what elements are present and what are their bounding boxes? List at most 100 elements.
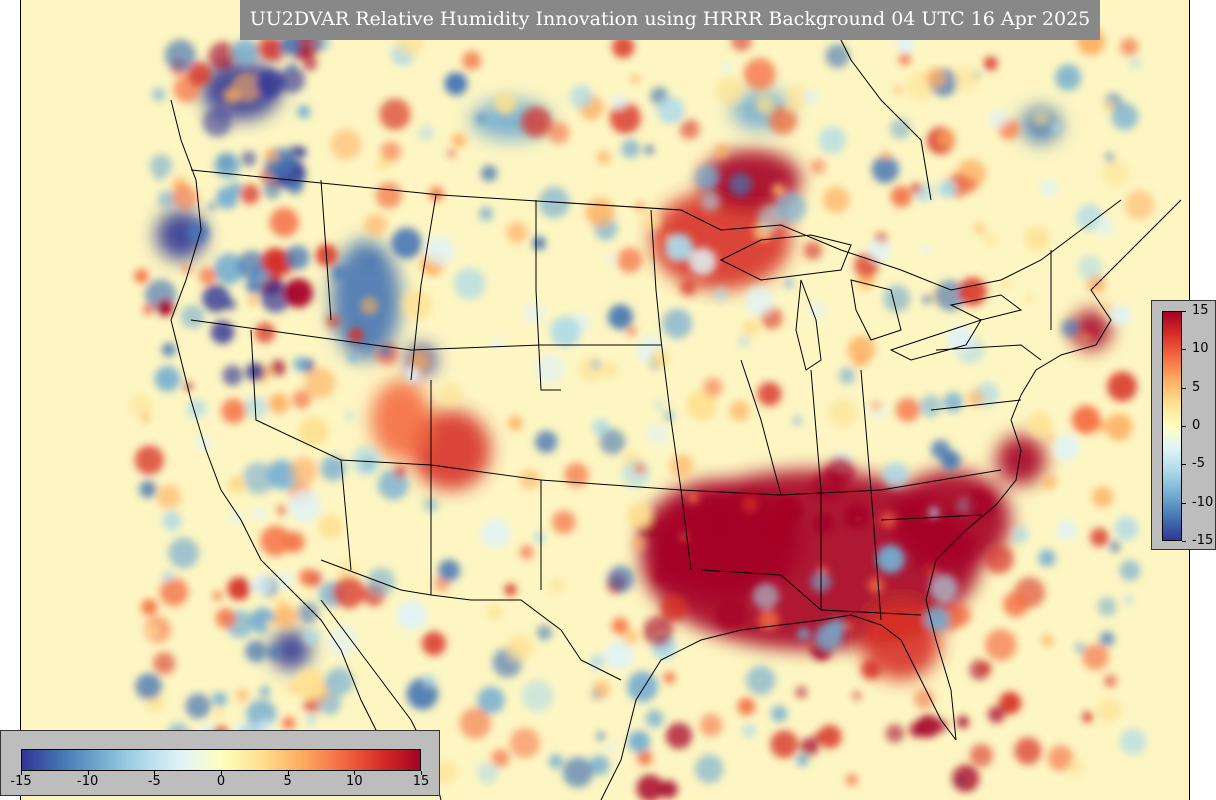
state-borders xyxy=(170,0,1182,800)
innovation-patch xyxy=(1038,549,1056,567)
innovation-patch xyxy=(729,400,750,422)
colorbar-right-tickmark xyxy=(1182,311,1186,312)
innovation-patch xyxy=(533,531,545,543)
innovation-patch xyxy=(770,730,799,759)
innovation-patch xyxy=(1001,279,1011,289)
innovation-patch xyxy=(564,462,589,488)
innovation-patch xyxy=(255,69,284,98)
innovation-patch xyxy=(290,456,318,485)
innovation-patch xyxy=(635,201,645,212)
innovation-patch xyxy=(562,757,594,788)
innovation-patch xyxy=(1124,595,1133,604)
innovation-patch xyxy=(215,608,236,629)
state-line-16 xyxy=(880,514,982,521)
colorbar-bottom-tickmark xyxy=(421,771,422,775)
map-panel[interactable] xyxy=(20,0,1190,800)
innovation-patch xyxy=(828,398,858,428)
innovation-patch xyxy=(919,394,942,418)
innovation-patch xyxy=(187,62,212,87)
innovation-patch xyxy=(715,144,729,158)
innovation-patch xyxy=(283,683,292,692)
innovation-patch xyxy=(896,35,915,54)
innovation-patch xyxy=(424,235,455,266)
innovation-patch xyxy=(983,56,998,71)
innovation-patch xyxy=(261,247,289,275)
innovation-patch xyxy=(172,184,198,210)
innovation-patch xyxy=(590,654,605,670)
innovation-patch xyxy=(922,295,932,304)
innovation-patch xyxy=(839,367,856,384)
innovation-region xyxy=(271,630,311,670)
innovation-patch xyxy=(251,574,273,596)
innovation-patch xyxy=(142,304,154,315)
state-line-4 xyxy=(650,209,672,421)
innovation-patch xyxy=(643,615,674,647)
innovation-patch xyxy=(621,139,640,159)
innovation-patch xyxy=(486,604,503,621)
innovation-patch xyxy=(728,172,752,197)
innovation-patch xyxy=(269,207,299,237)
innovation-patch xyxy=(139,480,157,498)
innovation-patch xyxy=(634,462,646,474)
innovation-patch xyxy=(187,222,209,243)
innovation-patch xyxy=(591,360,601,369)
innovation-patch xyxy=(1109,305,1131,326)
colorbar-bottom-tick-label: 15 xyxy=(412,774,430,789)
innovation-patch xyxy=(1104,674,1117,688)
innovation-patch xyxy=(1096,217,1115,237)
innovation-patch xyxy=(141,599,158,616)
innovation-patch xyxy=(347,353,358,363)
innovation-patch xyxy=(742,319,760,337)
innovation-patch xyxy=(644,145,654,155)
innovation-patch xyxy=(185,693,211,719)
innovation-patch xyxy=(366,567,396,596)
innovation-patch xyxy=(535,430,558,453)
innovation-patch xyxy=(631,538,645,551)
innovation-patch xyxy=(948,604,972,627)
innovation-patch xyxy=(1014,737,1042,765)
innovation-patch xyxy=(654,400,664,410)
innovation-patch xyxy=(1097,597,1117,617)
innovation-patch xyxy=(506,634,534,661)
innovation-patch xyxy=(129,394,153,417)
innovation-patch xyxy=(285,245,310,270)
state-line-3 xyxy=(535,200,561,391)
innovation-patch xyxy=(744,286,774,315)
innovation-patch xyxy=(868,239,891,262)
innovation-patch xyxy=(928,506,940,519)
colorbar-bottom-tick-label: -5 xyxy=(147,774,161,789)
innovation-patch xyxy=(688,247,717,276)
innovation-patch xyxy=(550,316,581,347)
innovation-patch xyxy=(519,469,541,490)
innovation-patch xyxy=(1032,109,1050,128)
innovation-patch xyxy=(592,680,611,699)
innovation-patch xyxy=(1082,711,1093,723)
innovation-patch xyxy=(1024,225,1050,251)
innovation-patch xyxy=(810,158,826,175)
colorbar-right-tick-label: -15 xyxy=(1192,533,1214,548)
innovation-patch xyxy=(364,213,387,237)
innovation-patch xyxy=(961,177,977,193)
innovation-patch xyxy=(159,577,189,607)
innovation-patch xyxy=(227,476,246,495)
innovation-patch xyxy=(269,359,286,376)
innovation-patch xyxy=(757,381,782,407)
innovation-patch xyxy=(282,716,296,730)
innovation-patch xyxy=(773,562,788,577)
innovation-patch xyxy=(894,86,903,94)
innovation-patch xyxy=(630,74,640,84)
innovation-patch xyxy=(800,737,819,757)
innovation-patch xyxy=(909,721,926,738)
innovation-patch xyxy=(248,296,258,306)
innovation-patch xyxy=(213,253,245,285)
colorbar-right: 15 10 5 0 -5 -10 -15 xyxy=(1151,300,1216,550)
innovation-patch xyxy=(775,192,807,223)
innovation-patch xyxy=(660,595,688,622)
state-line-1 xyxy=(320,179,332,321)
innovation-patch xyxy=(330,129,362,161)
innovation-patch xyxy=(519,545,534,560)
innovation-patch xyxy=(1053,434,1080,461)
innovation-patch xyxy=(162,511,182,531)
innovation-patch xyxy=(1111,103,1139,130)
